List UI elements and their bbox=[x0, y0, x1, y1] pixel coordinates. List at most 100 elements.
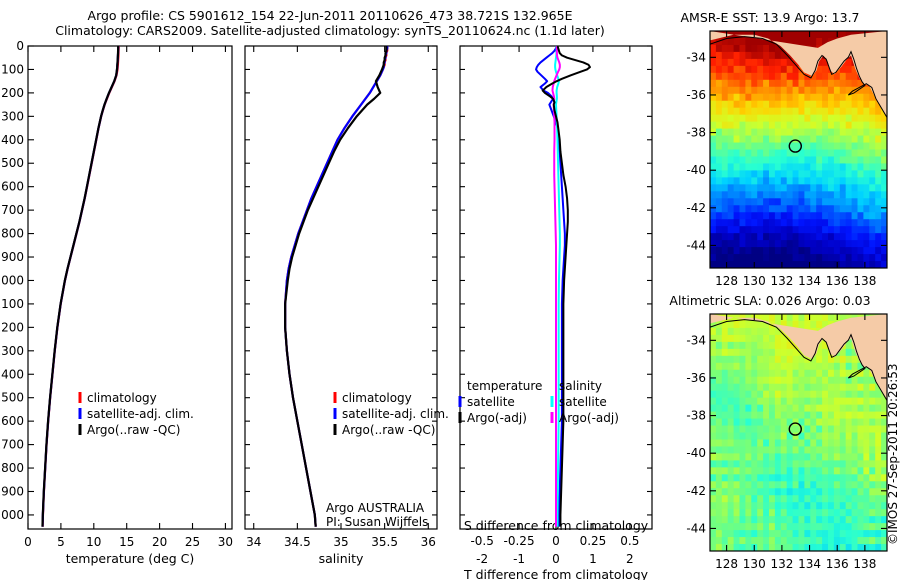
map-cell bbox=[798, 163, 805, 172]
y-tick-label: 700 bbox=[1, 203, 24, 217]
map-cell bbox=[881, 198, 887, 206]
map-cell bbox=[828, 376, 835, 385]
map-cell bbox=[881, 156, 887, 165]
map-cell bbox=[816, 460, 823, 468]
map-cell bbox=[881, 418, 887, 427]
map-cell bbox=[851, 544, 859, 551]
map-cell bbox=[763, 191, 770, 199]
map-cell bbox=[851, 177, 859, 185]
map-cell bbox=[715, 261, 723, 268]
map-cell bbox=[757, 474, 764, 482]
map-cell bbox=[733, 37, 741, 46]
map-cell bbox=[780, 177, 788, 185]
map-cell bbox=[721, 93, 729, 102]
map-cell bbox=[733, 212, 741, 220]
map-cell bbox=[857, 100, 864, 109]
map-cell bbox=[833, 100, 841, 109]
map-cell bbox=[727, 51, 735, 60]
map-cell bbox=[869, 177, 876, 185]
map-cell bbox=[875, 107, 882, 116]
map-cell bbox=[733, 114, 741, 123]
map-cell bbox=[739, 233, 746, 241]
map-cell bbox=[822, 79, 829, 88]
map-cell bbox=[733, 481, 741, 489]
map-cell bbox=[715, 184, 723, 192]
map-cell bbox=[881, 191, 887, 199]
map-cell bbox=[786, 128, 794, 137]
map-cell bbox=[757, 411, 764, 420]
map-cell bbox=[769, 446, 776, 455]
map-y-tick-label: -40 bbox=[686, 446, 706, 460]
map-cell bbox=[822, 254, 829, 262]
map-cell bbox=[881, 488, 887, 496]
map-cell bbox=[710, 44, 717, 53]
map-cell bbox=[839, 233, 847, 241]
map-cell bbox=[804, 261, 811, 268]
map-cell bbox=[745, 198, 752, 206]
map-cell bbox=[869, 247, 876, 255]
map-cell bbox=[727, 369, 735, 378]
map-cell bbox=[839, 121, 847, 130]
temperature-plot[interactable]: 0100200300400500600700800900100011001200… bbox=[0, 0, 240, 580]
map-cell bbox=[786, 467, 794, 475]
map-cell bbox=[774, 530, 782, 538]
map-cell bbox=[751, 142, 758, 151]
map-cell bbox=[710, 205, 717, 213]
map-cell bbox=[733, 205, 741, 213]
map-cell bbox=[721, 411, 729, 420]
map-cell bbox=[798, 107, 805, 116]
salinity-plot[interactable]: 34 34.5 35 35.5 36salinityclimatologysatelli… bbox=[240, 0, 455, 580]
map-cell bbox=[739, 184, 746, 192]
map-cell bbox=[857, 114, 864, 123]
map-cell bbox=[739, 376, 746, 385]
map-cell bbox=[786, 320, 794, 329]
map-cell bbox=[816, 191, 823, 199]
map-cell bbox=[733, 495, 741, 503]
map-cell bbox=[839, 107, 847, 116]
map-cell bbox=[822, 348, 829, 357]
map-cell bbox=[804, 226, 811, 234]
map-cell bbox=[816, 107, 823, 116]
map-cell bbox=[774, 495, 782, 503]
profile-location-marker[interactable] bbox=[788, 422, 803, 436]
map-cell bbox=[810, 516, 817, 524]
map-cell bbox=[757, 404, 764, 413]
map-cell bbox=[786, 254, 794, 262]
map-cell bbox=[715, 320, 723, 329]
map-cell bbox=[828, 509, 835, 517]
map-cell bbox=[869, 432, 876, 441]
map-cell bbox=[721, 65, 729, 74]
map-cell bbox=[727, 383, 735, 392]
map-cell bbox=[798, 446, 805, 455]
map-cell bbox=[757, 37, 764, 46]
map-cell bbox=[721, 163, 729, 172]
difference-plot[interactable]: -2 -1 0 1 2-0.5 -0.25 0 0.25 0.5S difference fro… bbox=[455, 0, 665, 580]
map-cell bbox=[833, 467, 841, 475]
map-cell bbox=[739, 170, 746, 178]
map-cell bbox=[710, 446, 717, 455]
map-cell bbox=[721, 86, 729, 95]
map-cell bbox=[739, 226, 746, 234]
map-cell bbox=[875, 537, 882, 545]
map-cell bbox=[774, 544, 782, 551]
map-cell bbox=[757, 170, 764, 178]
map-cell bbox=[839, 314, 847, 322]
map-cell bbox=[739, 212, 746, 220]
map-cell bbox=[745, 537, 752, 545]
sst-map-title: AMSR-E SST: 13.9 Argo: 13.7 bbox=[680, 10, 860, 25]
map-cell bbox=[774, 247, 782, 255]
map-cell bbox=[857, 481, 864, 489]
y-tick-label: 1500 bbox=[0, 391, 24, 405]
map-cell bbox=[857, 142, 864, 151]
map-cell bbox=[751, 453, 758, 461]
map-cell bbox=[763, 502, 770, 510]
map-cell bbox=[798, 240, 805, 248]
map-cell bbox=[745, 261, 752, 268]
map-cell bbox=[780, 226, 788, 234]
map-cell bbox=[828, 205, 835, 213]
map-cell bbox=[721, 205, 729, 213]
profile-location-marker[interactable] bbox=[788, 139, 803, 153]
map-cell bbox=[863, 537, 870, 545]
